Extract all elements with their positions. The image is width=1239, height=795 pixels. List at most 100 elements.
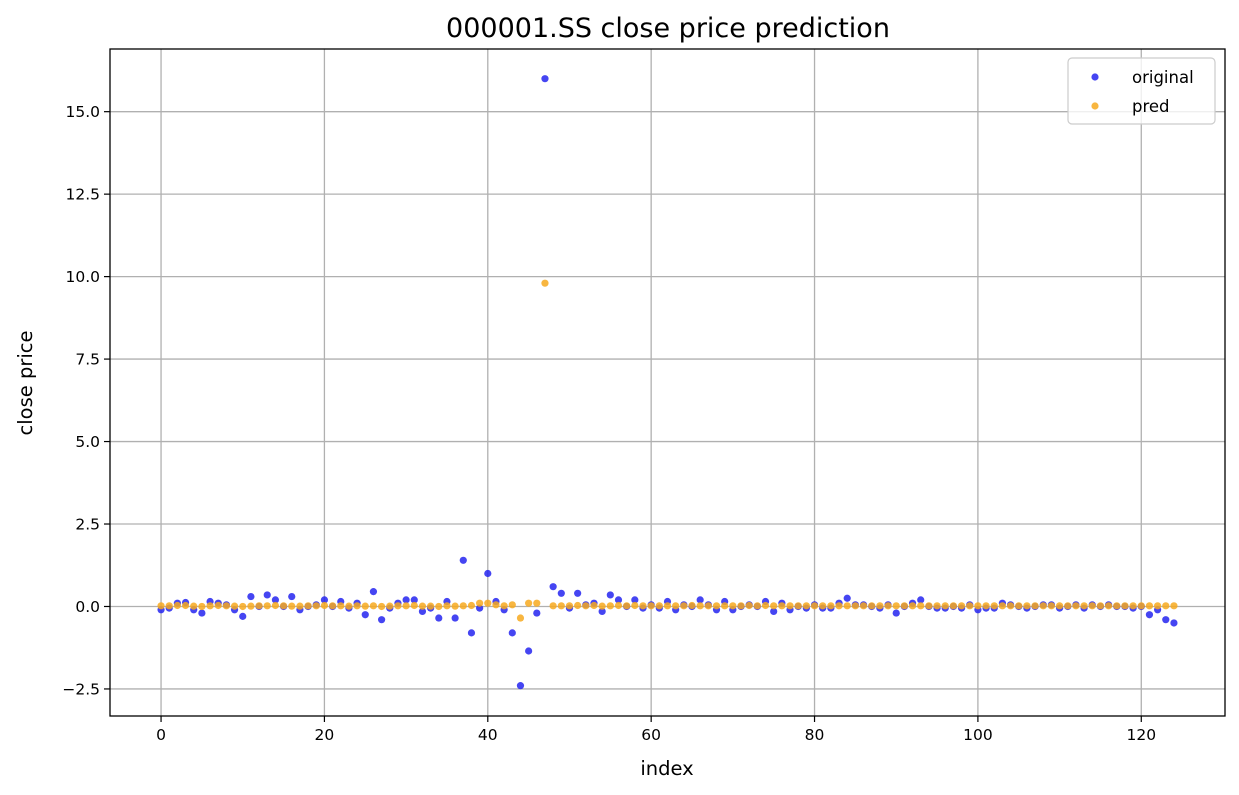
plot-frame (109, 48, 1226, 717)
point-pred (1015, 602, 1023, 610)
y-tick-label: 5.0 (75, 433, 100, 451)
point-original (892, 609, 900, 617)
chart-title: 000001.SS close price prediction (446, 13, 890, 44)
point-pred (239, 602, 247, 611)
point-pred (467, 601, 476, 610)
point-pred (1031, 602, 1039, 610)
point-pred (198, 602, 206, 611)
point-pred (680, 602, 688, 610)
point-pred (230, 602, 239, 610)
point-pred (819, 602, 827, 610)
point-pred (402, 602, 410, 610)
point-pred (802, 602, 810, 610)
point-pred (549, 602, 557, 610)
point-original (574, 589, 582, 597)
point-pred (876, 602, 884, 610)
point-original (320, 596, 329, 604)
point-pred (279, 602, 288, 610)
point-original (549, 583, 557, 591)
point-pred (900, 602, 908, 610)
point-pred (753, 602, 761, 610)
point-pred (443, 602, 451, 610)
point-pred (672, 602, 680, 610)
point-pred (614, 601, 623, 610)
point-pred (778, 602, 786, 610)
point-pred (941, 602, 949, 610)
point-original (459, 556, 467, 564)
grid-lines (110, 49, 1225, 716)
point-original (410, 596, 418, 604)
point-pred (966, 602, 974, 610)
point-original (288, 592, 296, 601)
point-pred (974, 602, 982, 610)
point-original (467, 629, 476, 637)
point-pred (998, 602, 1007, 610)
y-tick-label: 12.5 (65, 186, 100, 204)
point-pred (606, 602, 614, 610)
point-original (484, 569, 492, 578)
point-pred (337, 602, 345, 610)
point-pred (745, 601, 753, 610)
point-pred (1129, 602, 1137, 610)
point-pred (843, 602, 851, 610)
point-pred (533, 599, 541, 607)
point-pred (835, 602, 843, 610)
point-pred (271, 601, 280, 610)
point-pred (361, 602, 369, 610)
point-original (631, 596, 639, 604)
point-pred (451, 602, 459, 610)
point-original (1145, 611, 1154, 619)
point-original (378, 616, 386, 624)
x-tick-label: 80 (805, 726, 825, 744)
point-pred (688, 601, 696, 610)
point-pred (247, 602, 255, 610)
x-tick-label: 20 (315, 726, 335, 744)
point-pred (557, 602, 565, 610)
point-pred (492, 601, 500, 609)
point-pred (263, 602, 271, 610)
point-pred (320, 601, 329, 610)
y-tick-label: 0.0 (75, 598, 100, 616)
x-tick-label: 100 (963, 726, 993, 744)
point-pred (1023, 602, 1031, 610)
point-pred (353, 602, 361, 610)
point-pred (704, 602, 712, 610)
point-pred (892, 602, 900, 610)
point-pred (386, 602, 394, 610)
point-pred (1145, 602, 1154, 610)
point-pred (1096, 602, 1105, 610)
point-pred (1121, 602, 1129, 610)
point-original (476, 604, 484, 612)
point-pred (1162, 602, 1170, 610)
axis-ticks: 0 20 40 60 80 100 120 −2.5 0.0 2.5 5.0 7.5 10.0 12.5 1… (62, 103, 1156, 744)
point-original (271, 596, 280, 604)
point-pred (663, 602, 672, 610)
point-pred (1113, 602, 1121, 610)
point-original (533, 609, 541, 617)
point-pred (173, 601, 181, 610)
point-pred (1170, 602, 1178, 610)
point-pred (1154, 602, 1162, 610)
point-pred (255, 602, 263, 610)
point-original (541, 75, 549, 83)
point-original (418, 607, 427, 616)
legend-marker-pred (1091, 102, 1099, 110)
point-pred (427, 602, 435, 610)
point-pred (222, 602, 231, 610)
point-pred (631, 601, 639, 610)
point-pred (574, 601, 582, 610)
point-pred (214, 601, 222, 610)
point-pred (590, 601, 598, 610)
point-original (361, 611, 369, 619)
point-pred (1104, 602, 1113, 610)
point-pred (794, 602, 802, 610)
point-pred (859, 602, 868, 610)
point-pred (157, 602, 165, 610)
point-pred (345, 602, 353, 610)
point-pred (712, 602, 721, 610)
point-original (770, 607, 778, 616)
y-tick-label: 7.5 (75, 351, 100, 369)
x-tick-label: 40 (478, 726, 498, 744)
point-pred (598, 602, 606, 610)
